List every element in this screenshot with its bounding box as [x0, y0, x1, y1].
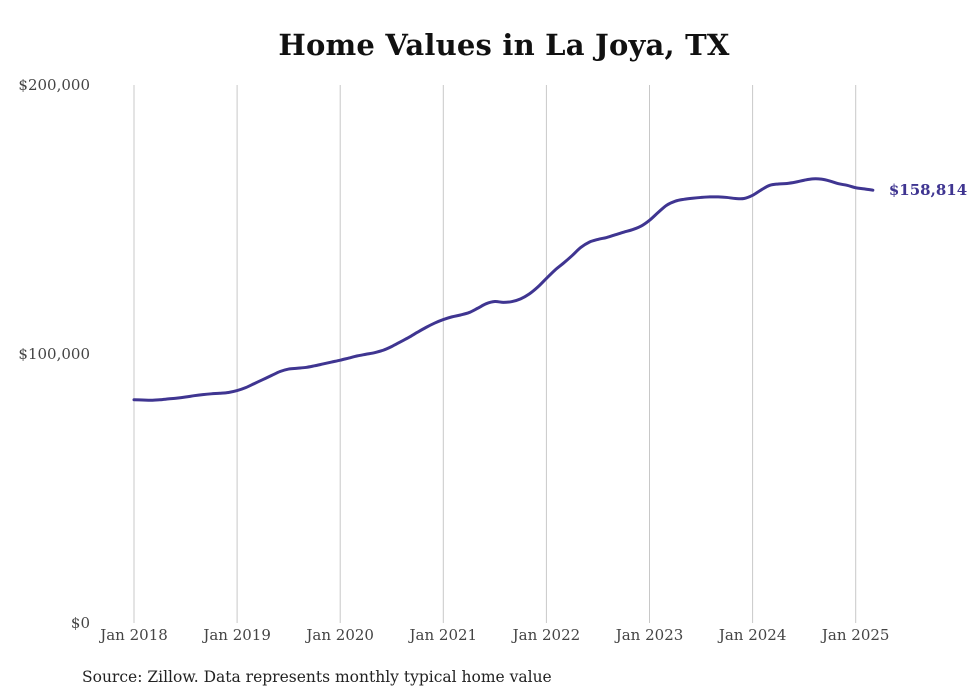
x-tick-label: Jan 2023: [614, 626, 684, 644]
x-tick-label: Jan 2018: [98, 626, 168, 644]
y-axis-labels: $0 $100,000 $200,000: [18, 76, 90, 632]
x-tick-label: Jan 2021: [408, 626, 478, 644]
x-tick-label: Jan 2020: [304, 626, 374, 644]
series-line: [132, 177, 875, 402]
series-layer: [132, 177, 875, 402]
x-tick-label: Jan 2022: [511, 626, 581, 644]
y-tick-label: $100,000: [18, 345, 90, 363]
gridlines: [133, 85, 857, 623]
source-note: Source: Zillow. Data represents monthly …: [82, 668, 552, 686]
x-tick-label: Jan 2025: [820, 626, 890, 644]
x-tick-label: Jan 2024: [717, 626, 787, 644]
x-axis-labels: Jan 2018 Jan 2019 Jan 2020 Jan 2021 Jan 2022…: [98, 626, 889, 644]
y-tick-label: $200,000: [18, 76, 90, 94]
x-tick-label: Jan 2019: [201, 626, 271, 644]
y-tick-label: $0: [71, 614, 90, 632]
end-value-label: $158,814: [889, 181, 967, 199]
chart-title: Home Values in La Joya, TX: [278, 28, 730, 62]
